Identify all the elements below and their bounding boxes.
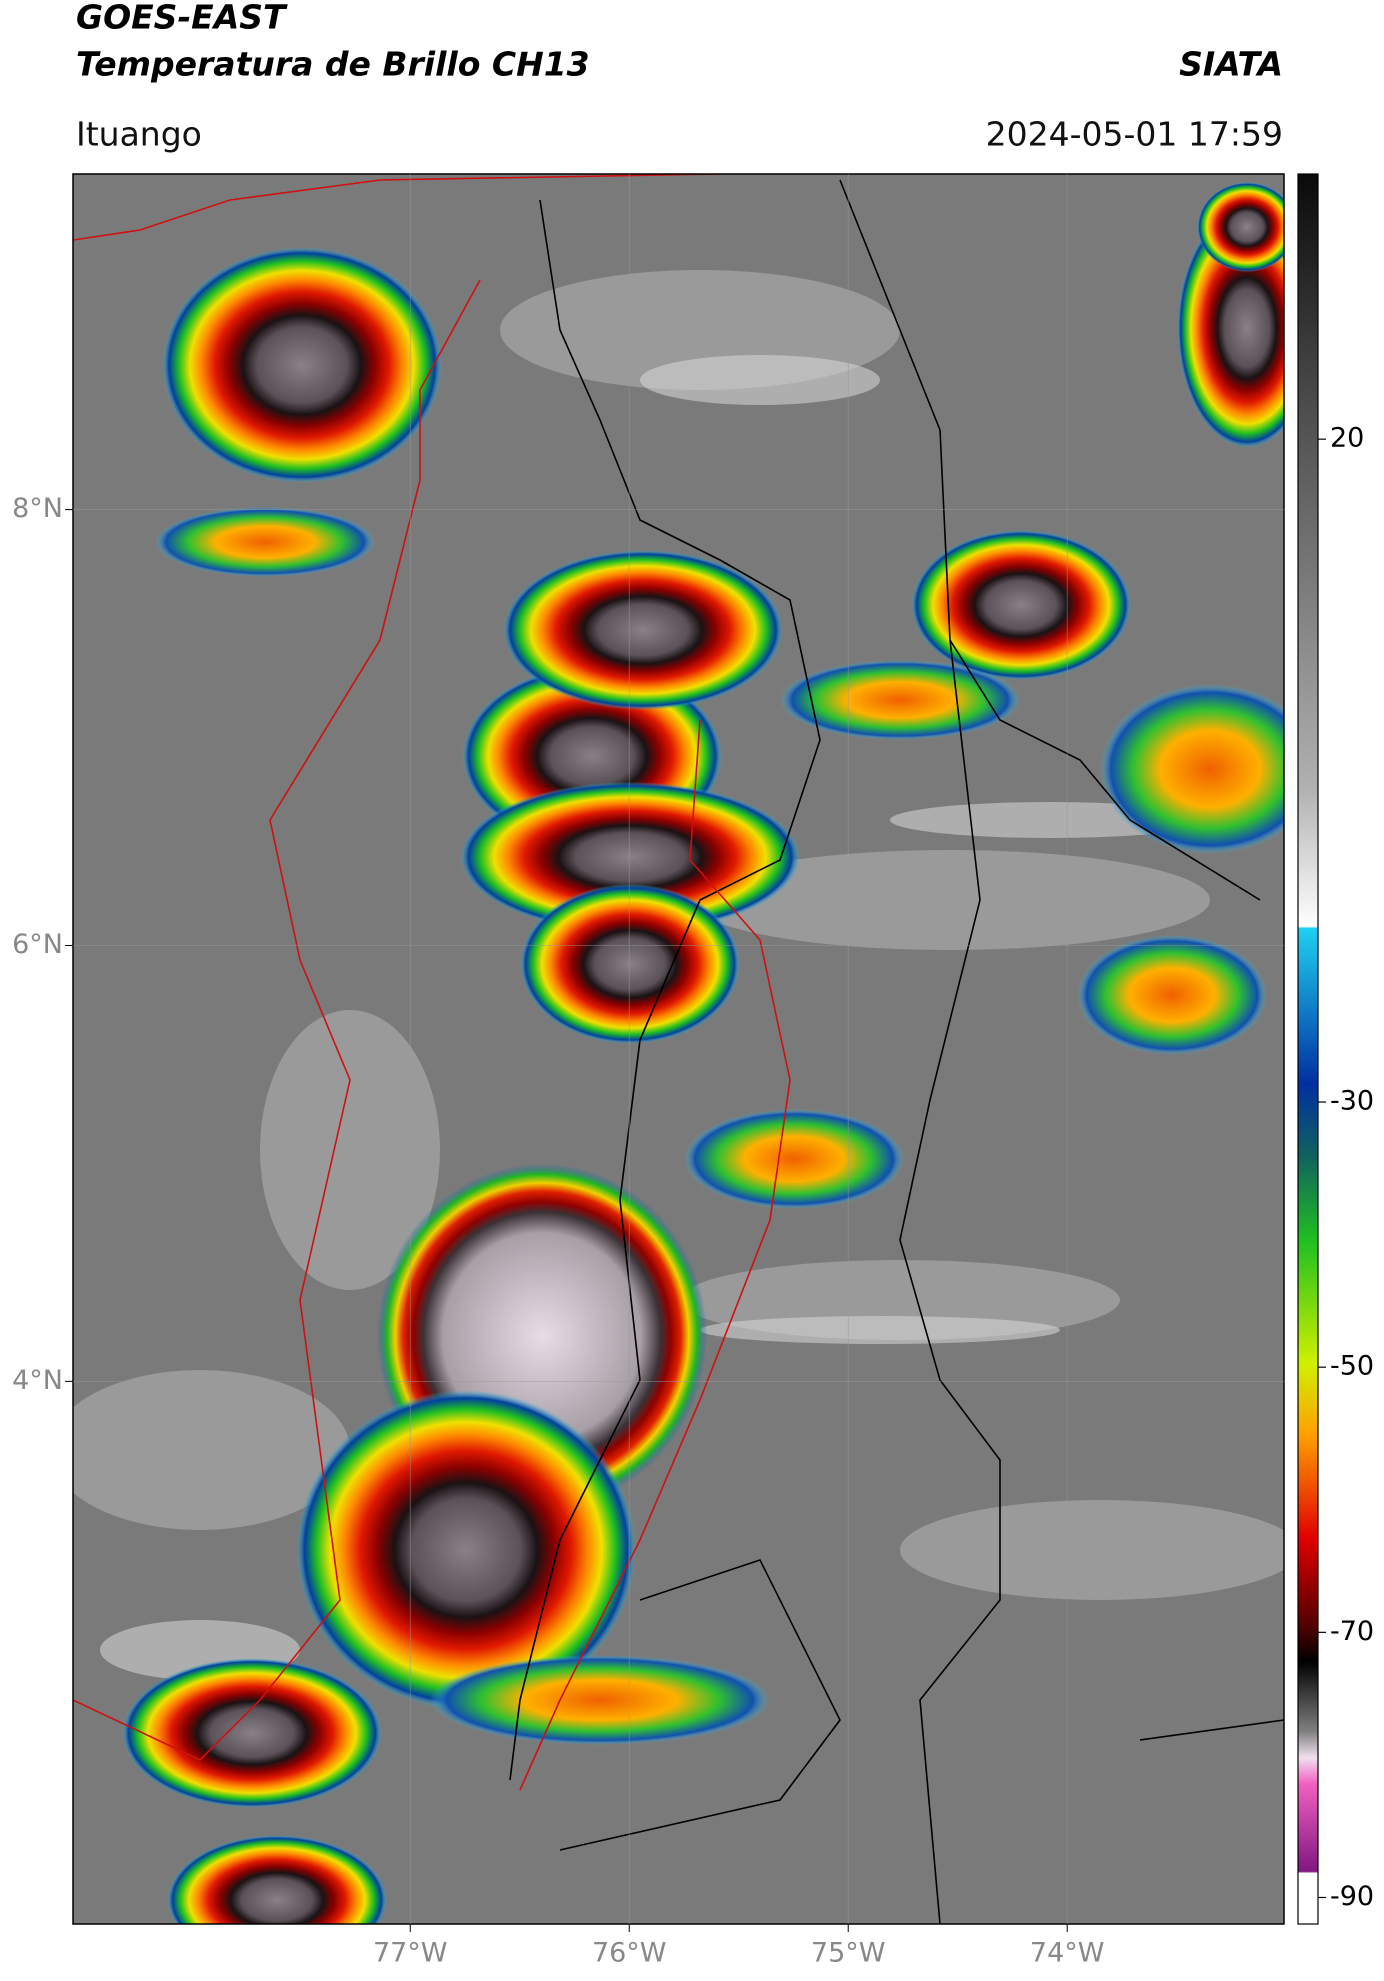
location: Ituango <box>76 115 202 154</box>
agency: SIATA <box>1179 45 1283 84</box>
lat-tick-label: 6°N <box>12 929 63 960</box>
lon-tick-label: 74°W <box>1030 1938 1105 1969</box>
map-frame <box>72 173 1285 1925</box>
colorbar-tick-label: -50 <box>1330 1351 1374 1382</box>
colorbar-tick-label: -30 <box>1330 1086 1374 1117</box>
colorbar <box>1297 173 1319 1925</box>
lon-tick-label: 77°W <box>373 1938 448 1969</box>
lat-tick-label: 8°N <box>12 493 63 524</box>
lon-tick-label: 76°W <box>592 1938 667 1969</box>
lat-tick-label: 4°N <box>12 1365 63 1396</box>
colorbar-tick-label: -70 <box>1330 1616 1374 1647</box>
subtitle: Temperatura de Brillo CH13 <box>76 45 590 84</box>
satellite-image <box>73 174 1284 1924</box>
lon-tick-label: 75°W <box>811 1938 886 1969</box>
datetime: 2024-05-01 17:59 <box>986 115 1283 154</box>
title: GOES-EAST <box>76 0 288 37</box>
colorbar-tick-label: -90 <box>1330 1881 1374 1912</box>
colorbar-tick-label: 20 <box>1330 423 1364 454</box>
